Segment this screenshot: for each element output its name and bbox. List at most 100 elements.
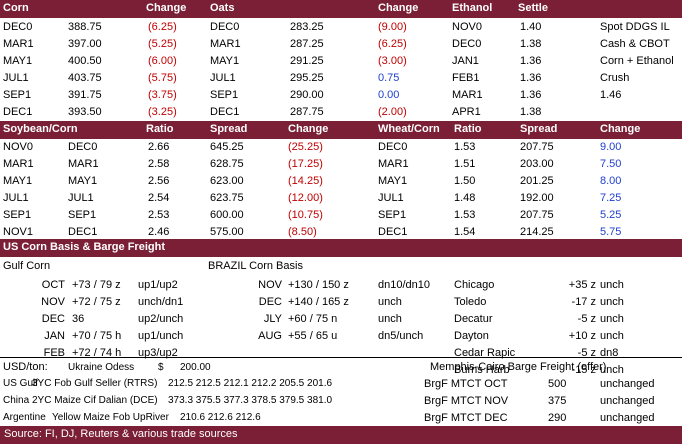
terminal-change: unch	[600, 330, 624, 342]
ethanol-settle: 1.36	[520, 72, 542, 84]
soy-month: JUL1	[3, 192, 29, 204]
brazil-title: BRAZIL Corn Basis	[208, 260, 303, 272]
barge-title: Memphis-Cairo Barge Freight (offer)	[430, 361, 607, 373]
oats-month: SEP1	[210, 89, 239, 101]
change-header: Change	[288, 123, 329, 135]
wheat-month: SEP1	[378, 209, 407, 221]
spread-col-header: Spread	[520, 123, 558, 135]
wheat-corn-header: Wheat/Corn	[378, 123, 440, 135]
oats-price: 287.25	[290, 38, 324, 50]
table-row: SEP1 391.75 (3.75) SEP1 290.00 0.00 MAR1 1.36 1.…	[0, 87, 682, 105]
usd-row: US Gulf 3YC Fob Gulf Seller (RTRS) 212.5 2…	[0, 376, 682, 394]
corn-price: 400.50	[68, 55, 102, 67]
usdton-row: USD/ton: Ukraine Odess $ 200.00 Memphis-…	[0, 359, 682, 377]
table-row: MAR1 397.00 (5.25) MAR1 287.25 (6.25) DEC0 1.38…	[0, 36, 682, 54]
grains-header: Corn Change Oats Change Ethanol Settle	[0, 0, 682, 18]
source-text: Source: FI, DJ, Reuters & various trade …	[4, 428, 238, 440]
soy-corn-ratio: 2.66	[148, 141, 170, 153]
gulf-month: JAN	[44, 330, 65, 342]
terminal-name: Chicago	[454, 279, 495, 291]
basis-row: NOV +72 / 75 z unch/dn1 DEC +140 / 165 z unch…	[0, 294, 682, 312]
ukraine-label: Ukraine Odess	[68, 362, 135, 373]
ethanol-month: MAR1	[452, 89, 483, 101]
oats-month: MAY1	[210, 55, 240, 67]
wheat-month: MAY1	[378, 175, 408, 187]
soy-month: NOV0	[3, 141, 33, 153]
wheat-corn-spread: 201.25	[520, 175, 554, 187]
ethanol-settle: 1.40	[520, 21, 542, 33]
table-row: MAY1 MAY1 2.56 623.00 (14.25) MAY1 1.50 201.25 8…	[0, 173, 682, 191]
brazil-change: dn5/unch	[378, 330, 424, 342]
corn-price: 391.75	[68, 89, 102, 101]
basis-header: US Corn Basis & Barge Freight	[0, 239, 682, 257]
usdton-label: USD/ton:	[3, 361, 48, 373]
soy-corn-spread: 623.75	[210, 192, 244, 204]
price-values: 210.6 212.6 212.6	[180, 412, 261, 423]
corn-change: (3.75)	[148, 89, 177, 101]
gulf-price: +73 / 79 z	[72, 279, 121, 291]
settle-header: Settle	[518, 2, 548, 14]
wheat-corn-change: 8.00	[600, 175, 622, 187]
soy-month: MAR1	[3, 158, 34, 170]
corn-month: DEC0	[3, 21, 33, 33]
terminal-change: dn8	[600, 347, 619, 359]
oats-change: (2.00)	[378, 106, 407, 118]
change-header: Change	[146, 2, 187, 14]
soy-corn-ratio: 2.53	[148, 209, 170, 221]
terminal-change: unch	[600, 313, 624, 325]
usd-row: Argentine Yellow Maize Fob UpRiver 210.6 2…	[0, 410, 682, 428]
brazil-change: dn10/dn10	[378, 279, 430, 291]
corn-month: JUL1	[68, 192, 94, 204]
source-footer: Source: FI, DJ, Reuters & various trade …	[0, 426, 682, 444]
soy-month: SEP1	[3, 209, 32, 221]
oats-price: 287.75	[290, 106, 324, 118]
table-row: SEP1 SEP1 2.53 600.00 (10.75) SEP1 1.53 207.75 5…	[0, 207, 682, 225]
wheat-corn-change: 7.50	[600, 158, 622, 170]
wheat-corn-spread: 207.75	[520, 141, 554, 153]
corn-change: (6.25)	[148, 21, 177, 33]
ddgs-note: Cash & CBOT	[600, 38, 670, 50]
oats-month: MAR1	[210, 38, 241, 50]
corn-price: 388.75	[68, 21, 102, 33]
gulf-change: unch/dn1	[138, 296, 184, 308]
terminal-change: unch	[600, 296, 624, 308]
ethanol-month: NOV0	[452, 21, 482, 33]
divider	[0, 357, 682, 358]
ukraine-value: 200.00	[180, 362, 211, 373]
ratio-header: Ratio	[454, 123, 482, 135]
gulf-change: up1/up2	[138, 279, 178, 291]
price-values: 373.3 375.5 377.3 378.5 379.5 381.0	[168, 395, 333, 406]
wheat-corn-spread: 192.00	[520, 192, 554, 204]
ddgs-note: 1.46	[600, 89, 622, 101]
oats-price: 291.25	[290, 55, 324, 67]
corn-month: DEC0	[68, 141, 98, 153]
wheat-corn-change: 5.25	[600, 209, 622, 221]
gulf-month: NOV	[41, 296, 65, 308]
soy-corn-change: (14.25)	[288, 175, 323, 187]
corn-month: MAY1	[68, 175, 98, 187]
barge-value: 375	[548, 395, 567, 407]
terminal-basis: -15 z	[571, 364, 596, 376]
table-row: NOV0 DEC0 2.66 645.25 (25.25) DEC0 1.53 207.75 9…	[0, 139, 682, 157]
basis-titles: Gulf Corn BRAZIL Corn Basis	[0, 258, 682, 276]
oats-price: 295.25	[290, 72, 324, 84]
terminal-basis: +10 z	[568, 330, 596, 342]
ethanol-month: FEB1	[452, 72, 480, 84]
gulf-month: DEC	[41, 313, 65, 325]
origin-label: China	[3, 395, 30, 406]
soy-month: MAY1	[3, 175, 33, 187]
oats-month: DEC0	[210, 21, 240, 33]
gulf-price: +72 / 74 h	[72, 347, 122, 359]
gulf-change: up1/unch	[138, 330, 184, 342]
terminal-change: unch	[600, 279, 624, 291]
brazil-price: +140 / 165 z	[288, 296, 349, 308]
wheat-corn-change: 5.75	[600, 226, 622, 238]
terminal-name: Cedar Rapic	[454, 347, 516, 359]
ethanol-settle: 1.38	[520, 38, 542, 50]
table-row: DEC1 393.50 (3.25) DEC1 287.75 (2.00) APR1 1.38	[0, 104, 682, 122]
spread-col-header: Spread	[210, 123, 248, 135]
brazil-price: +60 / 75 n	[288, 313, 338, 325]
change-header: Change	[378, 2, 419, 14]
corn-month: SEP1	[68, 209, 97, 221]
